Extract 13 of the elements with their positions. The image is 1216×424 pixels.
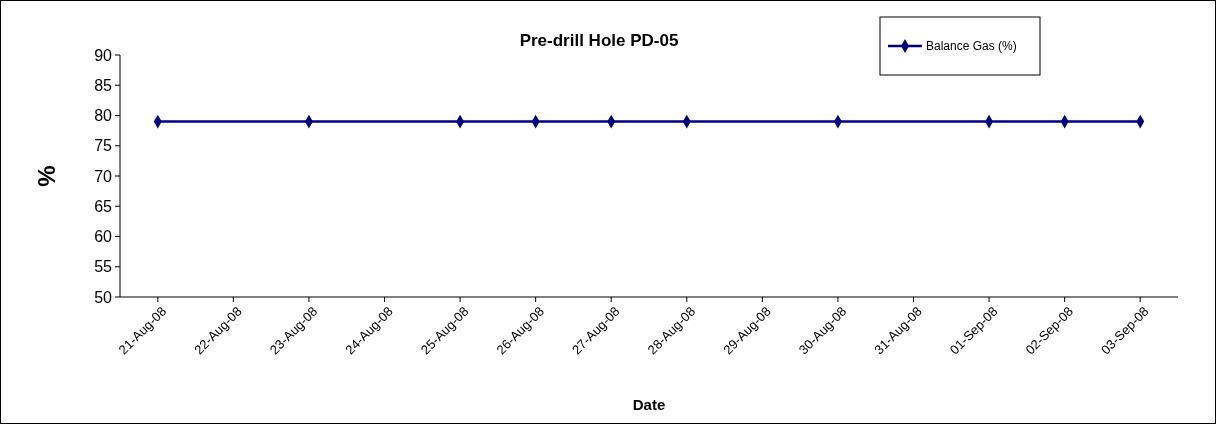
y-tick-label: 50 <box>94 288 113 306</box>
y-tick-label: 75 <box>94 137 113 155</box>
y-tick-label: 70 <box>94 167 113 185</box>
chart-title: Pre-drill Hole PD-05 <box>519 31 679 50</box>
legend-label: Balance Gas (%) <box>926 39 1017 54</box>
y-tick-label: 85 <box>94 76 113 94</box>
y-tick-label: 55 <box>94 258 113 276</box>
y-tick-label: 80 <box>94 107 113 125</box>
y-tick-label: 90 <box>94 46 113 64</box>
y-axis-title: % <box>33 165 60 187</box>
y-tick-label: 60 <box>94 228 113 246</box>
x-axis-title: Date <box>632 396 666 413</box>
y-tick-label: 65 <box>94 197 113 215</box>
